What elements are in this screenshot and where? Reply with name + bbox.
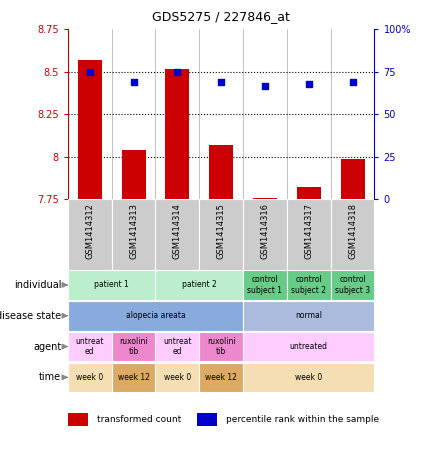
Bar bbox=[112, 362, 155, 392]
Bar bbox=[112, 332, 155, 361]
Text: normal: normal bbox=[295, 311, 322, 320]
Bar bbox=[68, 362, 112, 392]
Bar bbox=[331, 199, 374, 270]
Text: GSM1414312: GSM1414312 bbox=[85, 203, 94, 259]
Bar bbox=[68, 413, 88, 426]
Point bbox=[218, 78, 225, 86]
Text: transformed count: transformed count bbox=[97, 415, 182, 424]
Point bbox=[174, 68, 181, 76]
Text: untreat
ed: untreat ed bbox=[75, 337, 104, 356]
Text: week 12: week 12 bbox=[205, 373, 237, 382]
Bar bbox=[199, 332, 243, 361]
Point bbox=[86, 68, 93, 76]
Point bbox=[349, 78, 356, 86]
Text: control
subject 2: control subject 2 bbox=[291, 275, 326, 294]
Text: control
subject 3: control subject 3 bbox=[335, 275, 370, 294]
Text: GSM1414313: GSM1414313 bbox=[129, 203, 138, 259]
Bar bbox=[287, 199, 331, 270]
Bar bbox=[243, 362, 374, 392]
Text: week 12: week 12 bbox=[118, 373, 149, 382]
Bar bbox=[253, 198, 277, 199]
Text: week 0: week 0 bbox=[76, 373, 103, 382]
Bar bbox=[197, 413, 217, 426]
Bar bbox=[243, 199, 287, 270]
Text: GSM1414316: GSM1414316 bbox=[261, 203, 269, 259]
Point bbox=[305, 80, 312, 87]
Point bbox=[130, 78, 137, 86]
Bar bbox=[155, 362, 199, 392]
Bar bbox=[199, 199, 243, 270]
Bar bbox=[297, 188, 321, 199]
Text: control
subject 1: control subject 1 bbox=[247, 275, 283, 294]
Text: ruxolini
tib: ruxolini tib bbox=[119, 337, 148, 356]
Bar bbox=[68, 301, 243, 331]
Text: untreated: untreated bbox=[290, 342, 328, 351]
Text: agent: agent bbox=[33, 342, 61, 352]
Bar bbox=[78, 60, 102, 199]
Text: GSM1414318: GSM1414318 bbox=[348, 203, 357, 259]
Bar bbox=[243, 332, 374, 361]
Bar bbox=[68, 199, 112, 270]
Bar bbox=[243, 270, 287, 300]
Text: week 0: week 0 bbox=[295, 373, 322, 382]
Bar bbox=[287, 270, 331, 300]
Text: GSM1414315: GSM1414315 bbox=[217, 203, 226, 259]
Text: disease state: disease state bbox=[0, 311, 61, 321]
Bar bbox=[68, 270, 155, 300]
Text: GDS5275 / 227846_at: GDS5275 / 227846_at bbox=[152, 10, 290, 23]
Text: GSM1414314: GSM1414314 bbox=[173, 203, 182, 259]
Text: percentile rank within the sample: percentile rank within the sample bbox=[226, 415, 379, 424]
Bar bbox=[341, 159, 364, 199]
Bar bbox=[199, 362, 243, 392]
Text: untreat
ed: untreat ed bbox=[163, 337, 192, 356]
Text: individual: individual bbox=[14, 280, 61, 290]
Bar bbox=[155, 270, 243, 300]
Text: patient 2: patient 2 bbox=[182, 280, 217, 289]
Bar bbox=[122, 150, 145, 199]
Point bbox=[261, 82, 268, 89]
Text: ruxolini
tib: ruxolini tib bbox=[207, 337, 236, 356]
Text: week 0: week 0 bbox=[164, 373, 191, 382]
Text: GSM1414317: GSM1414317 bbox=[304, 203, 313, 259]
Bar bbox=[209, 145, 233, 199]
Text: alopecia areata: alopecia areata bbox=[126, 311, 185, 320]
Bar bbox=[155, 332, 199, 361]
Bar bbox=[155, 199, 199, 270]
Bar bbox=[243, 301, 374, 331]
Bar bbox=[166, 68, 190, 199]
Bar bbox=[68, 332, 112, 361]
Text: time: time bbox=[39, 372, 61, 382]
Bar bbox=[112, 199, 155, 270]
Text: patient 1: patient 1 bbox=[94, 280, 129, 289]
Bar bbox=[331, 270, 374, 300]
